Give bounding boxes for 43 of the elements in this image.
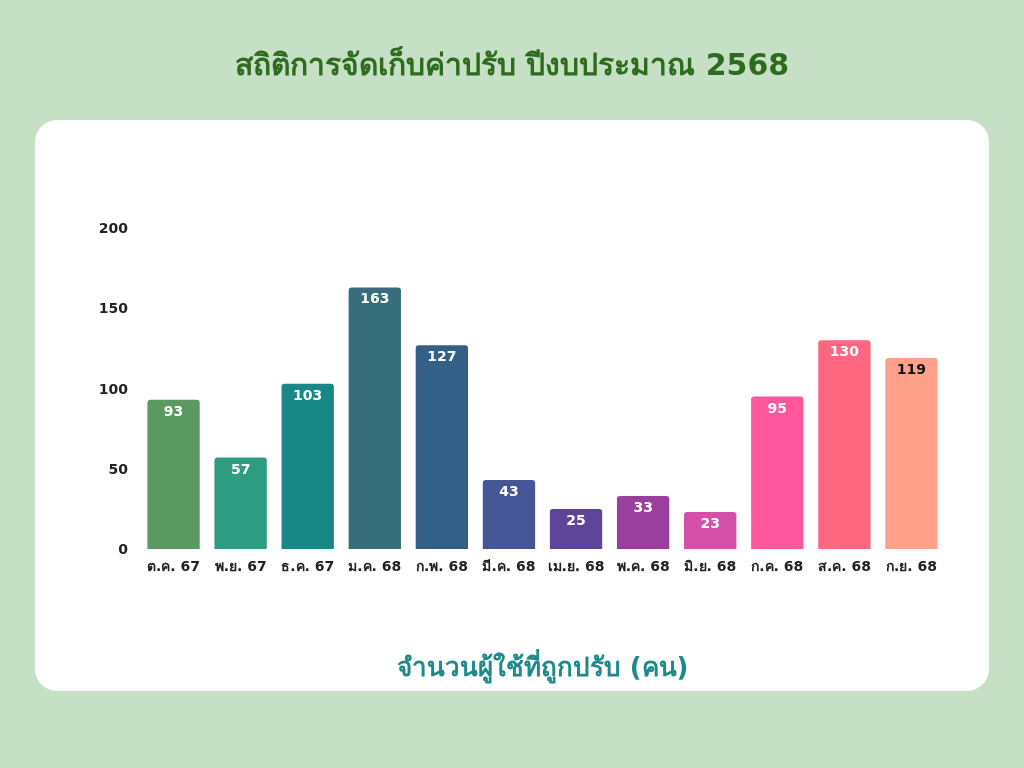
data-label: 23 xyxy=(700,515,720,532)
data-label: 103 xyxy=(293,386,323,403)
bar xyxy=(616,496,670,549)
x-tick-label: ม.ค. 68 xyxy=(348,558,402,574)
x-axis-title: จำนวนผู้ใช้ที่ถูกปรับ (คน) xyxy=(396,648,689,684)
data-label: 130 xyxy=(829,343,860,360)
data-label: 93 xyxy=(163,402,184,419)
data-label: 57 xyxy=(230,460,251,477)
x-tick-label: ส.ค. 68 xyxy=(817,558,871,574)
data-label: 43 xyxy=(499,482,519,499)
x-tick-label: ธ.ค. 67 xyxy=(281,558,335,574)
x-tick-label: เม.ย. 68 xyxy=(547,558,605,574)
bar xyxy=(885,358,938,549)
x-tick-label: มี.ค. 68 xyxy=(482,558,536,574)
data-label: 25 xyxy=(566,511,586,528)
x-tick-label: ก.ย. 68 xyxy=(885,558,937,574)
bar xyxy=(751,396,804,549)
x-tick-label: พ.ค. 68 xyxy=(616,558,670,574)
x-tick-label: ก.พ. 68 xyxy=(415,558,468,574)
chart-title: สถิติการจัดเก็บค่าปรับ ปีงบประมาณ 2568 xyxy=(234,45,790,82)
bar xyxy=(482,479,536,549)
bar xyxy=(684,512,737,549)
bar xyxy=(818,340,871,549)
bar xyxy=(549,508,603,549)
bar xyxy=(281,383,334,549)
y-tick-label: 200 xyxy=(98,220,129,236)
x-tick-label: มิ.ย. 68 xyxy=(684,558,737,574)
data-label: 95 xyxy=(767,399,788,416)
y-tick-label: 0 xyxy=(118,541,129,557)
bar xyxy=(214,457,267,549)
y-tick-label: 150 xyxy=(98,300,129,317)
x-tick-label: พ.ย. 67 xyxy=(214,558,267,574)
data-label: 127 xyxy=(427,348,457,365)
y-tick-label: 50 xyxy=(108,460,129,477)
bar xyxy=(415,345,469,549)
x-tick-label: ต.ค. 67 xyxy=(147,558,201,574)
bar xyxy=(147,399,200,549)
data-label: 163 xyxy=(360,290,390,307)
data-label: 119 xyxy=(896,361,927,378)
bar xyxy=(348,287,401,549)
x-tick-label: ก.ค. 68 xyxy=(751,558,804,574)
y-tick-label: 100 xyxy=(98,380,129,397)
data-label: 33 xyxy=(633,499,653,516)
